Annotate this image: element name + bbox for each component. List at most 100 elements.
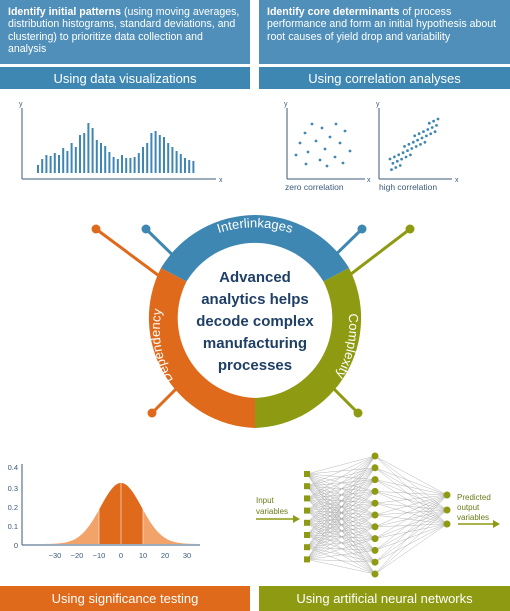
- histogram-bar: [62, 148, 65, 173]
- connection-line: [306, 498, 376, 551]
- histogram-bar: [175, 151, 178, 173]
- histogram-bar: [129, 158, 132, 173]
- connection-line: [374, 509, 448, 575]
- top-right-description: Identify core determinants of process pe…: [259, 0, 510, 64]
- input-node: [304, 507, 310, 514]
- connection-line: [306, 455, 376, 511]
- histogram-bar: [91, 128, 94, 173]
- connection-line: [374, 467, 448, 525]
- histogram-y-label: y: [19, 101, 23, 108]
- histogram-bar: [116, 159, 119, 173]
- connection-line: [306, 510, 376, 527]
- input-node: [304, 519, 310, 526]
- connection-line: [306, 522, 376, 563]
- histogram-bar: [192, 161, 195, 173]
- connection-line: [374, 523, 448, 527]
- spoke-orange-top-dot: [91, 224, 101, 234]
- output-label-line1: Predicted: [457, 493, 491, 502]
- zero-correlation-point: [328, 135, 332, 139]
- connection-line: [374, 514, 448, 525]
- connection-line: [374, 523, 448, 551]
- x-tick-20: 20: [161, 551, 169, 560]
- high-correlation-point: [423, 140, 427, 144]
- histogram-bar: [150, 133, 153, 173]
- histogram-bar: [108, 152, 111, 173]
- high-correlation-point: [430, 126, 434, 129]
- hidden-node: [371, 546, 379, 554]
- connection-line: [374, 494, 448, 504]
- histogram-bar: [188, 160, 191, 173]
- connection-line: [306, 473, 376, 527]
- histogram-bar: [41, 159, 44, 173]
- zero-correlation-point: [306, 150, 310, 154]
- histogram-bar: [45, 155, 48, 173]
- connection-line: [306, 467, 376, 560]
- spoke-green-bottom-dot: [353, 408, 363, 418]
- data-visualizations-label: Using data visualizations: [53, 70, 197, 86]
- y-tick-0.3: 0.3: [8, 484, 18, 493]
- histogram-bar: [112, 157, 115, 173]
- connection-line: [306, 503, 376, 560]
- connection-line: [306, 534, 376, 575]
- input-label-line2: variables: [256, 507, 288, 516]
- connection-line: [306, 538, 376, 560]
- connection-line: [306, 547, 376, 563]
- high-correlation-point: [394, 166, 398, 169]
- zero-correlation-point: [298, 141, 302, 145]
- hidden-node: [371, 452, 379, 460]
- connection-line: [306, 455, 376, 523]
- zero-correlation-label: zero correlation: [285, 182, 344, 192]
- connection-line: [306, 510, 376, 551]
- high-correlation-point: [435, 124, 438, 127]
- ring-label-top: Interlinkages: [215, 215, 295, 236]
- input-arrow-head: [293, 515, 300, 523]
- connection-line: [306, 514, 376, 523]
- histogram-bar: [104, 146, 107, 173]
- correlation-analyses-bar: Using correlation analyses: [259, 67, 510, 89]
- ring-segment-green: [255, 268, 362, 428]
- zero-correlation-point: [318, 158, 322, 162]
- histogram-bar: [49, 156, 52, 173]
- histogram-bar: [95, 140, 98, 173]
- high-correlation-point: [411, 140, 415, 144]
- connection-line: [306, 534, 376, 551]
- high-correlation-point: [420, 136, 424, 140]
- histogram-bar: [142, 147, 144, 173]
- connection-line: [374, 494, 448, 539]
- zero-correlation-point: [338, 141, 342, 145]
- high-correlation-point: [422, 130, 425, 134]
- hidden-node: [371, 511, 379, 519]
- connection-line: [306, 559, 376, 575]
- zero-correlation-point: [341, 161, 345, 165]
- connection-line: [306, 491, 376, 560]
- high-correlation-point: [416, 138, 419, 142]
- input-node: [304, 532, 310, 538]
- zero-correlation-point: [323, 147, 327, 151]
- connection-line: [374, 503, 448, 511]
- significance-testing-bar: Using significance testing: [0, 586, 250, 611]
- connection-line: [306, 473, 376, 504]
- high-correlation-point: [433, 130, 437, 134]
- center-line-4: manufacturing: [202, 335, 308, 352]
- connection-line: [374, 455, 448, 525]
- histogram-bar: [133, 157, 136, 173]
- connection-line: [374, 494, 448, 575]
- histogram-bar: [53, 153, 56, 173]
- output-arrow-head: [493, 520, 500, 528]
- connection-line: [306, 455, 376, 548]
- normal-y-ticks: 0.4 0.3 0.2 0.1 0: [8, 463, 18, 550]
- connection-line: [306, 455, 376, 487]
- histogram-bar: [70, 143, 73, 173]
- high-correlation-point: [397, 153, 401, 157]
- connection-line: [374, 455, 448, 511]
- connection-line: [374, 467, 448, 511]
- histogram-x-label: x: [219, 177, 223, 184]
- connection-line: [306, 473, 376, 480]
- connection-line: [306, 498, 376, 504]
- connection-line: [306, 526, 376, 536]
- input-label-line1: Input: [256, 496, 275, 505]
- zero-corr-x-label: x: [367, 177, 371, 184]
- connection-line: [306, 498, 376, 516]
- connection-line: [306, 486, 376, 504]
